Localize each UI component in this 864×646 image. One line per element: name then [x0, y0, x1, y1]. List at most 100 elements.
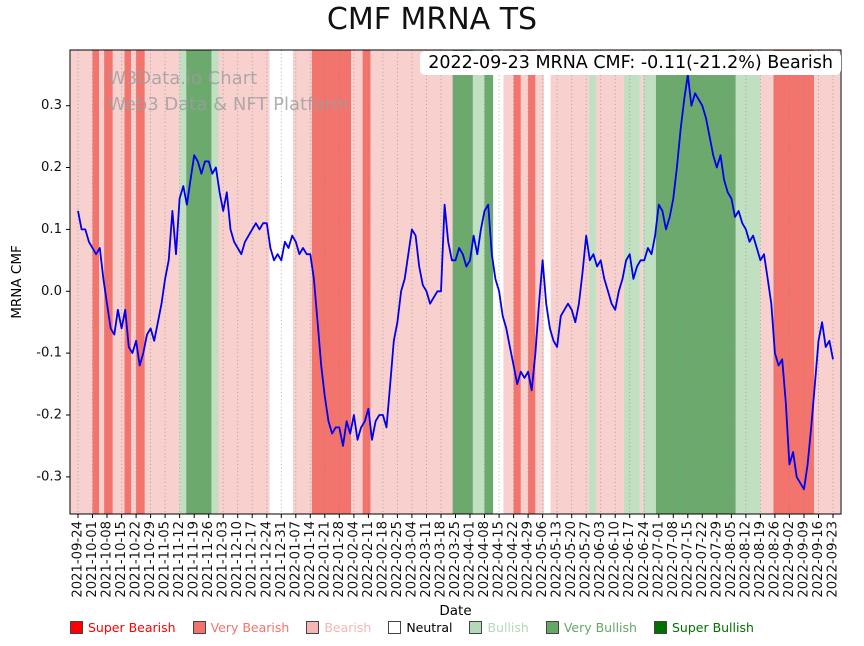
sentiment-band-bullish [472, 50, 485, 514]
x-tick-label: 2022-03-04 [404, 521, 419, 598]
x-tick-label: 2021-11-05 [158, 521, 173, 598]
sentiment-band-bearish [760, 50, 774, 514]
sentiment-band-bearish [70, 50, 93, 514]
sentiment-band-very-bullish [186, 50, 212, 514]
x-tick-label: 2021-09-24 [71, 521, 86, 598]
sentiment-band-very-bullish [452, 50, 473, 514]
x-tick-label: 2022-02-11 [361, 521, 376, 598]
x-tick-label: 2022-01-14 [303, 521, 318, 598]
sentiment-band-bearish [596, 50, 624, 514]
sentiment-band-bearish [535, 50, 545, 514]
sentiment-band-neutral [544, 50, 551, 514]
sentiment-band-bearish [520, 50, 529, 514]
watermark-line-2: Web3 Data & NFT Platform [108, 94, 350, 116]
x-tick-label: 2022-01-07 [288, 521, 303, 598]
sentiment-band-very-bearish [528, 50, 536, 514]
x-tick-label: 2021-11-19 [187, 521, 202, 598]
legend-swatch-icon [653, 621, 667, 634]
legend-swatch-icon [70, 621, 83, 634]
sentiment-band-very-bearish [92, 50, 99, 514]
sentiment-band-very-bearish [124, 50, 131, 514]
sentiment-band-bullish [589, 50, 597, 514]
legend-swatch-icon [306, 621, 320, 634]
x-tick-label: 2022-04-15 [492, 521, 507, 598]
legend-item-bearish: Bearish [306, 620, 371, 635]
sentiment-band-neutral [269, 50, 293, 514]
x-tick-label: 2022-04-08 [477, 521, 492, 598]
x-tick-label: 2021-12-24 [259, 521, 274, 598]
sentiment-band-very-bearish [773, 50, 815, 514]
y-tick-label: 0.3 [41, 98, 62, 113]
x-tick-label: 2022-06-17 [622, 521, 637, 598]
x-tick-label: 2022-04-29 [521, 521, 536, 598]
legend-label: Bearish [324, 620, 372, 635]
sentiment-band-bearish [351, 50, 363, 514]
x-tick-label: 2021-11-26 [201, 521, 216, 598]
sentiment-band-bearish [131, 50, 137, 514]
x-tick-label: 2022-04-01 [463, 521, 478, 598]
sentiment-band-very-bearish [311, 50, 351, 514]
sentiment-band-bearish [99, 50, 105, 514]
sentiment-band-bearish [292, 50, 312, 514]
latest-value-annotation: 2022-09-23 MRNA CMF: -0.11(-21.2%) Beari… [420, 51, 841, 75]
sentiment-band-very-bullish [484, 50, 494, 514]
x-tick-label: 2022-02-25 [390, 521, 405, 598]
x-tick-label: 2022-08-26 [767, 521, 782, 598]
legend-swatch-icon [192, 621, 206, 634]
watermark: W3Data.io Chart Web3 Data & NFT Platform [108, 66, 349, 118]
x-tick-label: 2022-03-11 [419, 521, 434, 598]
sentiment-band-very-bearish [136, 50, 145, 514]
sentiment-band-bullish [179, 50, 187, 514]
x-tick-label: 2022-03-18 [434, 521, 449, 598]
sentiment-band-bearish [370, 50, 453, 514]
x-tick-label: 2022-09-23 [826, 521, 841, 598]
x-axis-label: Date [439, 603, 472, 619]
x-tick-label: 2022-09-09 [797, 521, 812, 598]
legend-swatch-icon [545, 621, 559, 634]
x-tick-label: 2021-12-10 [230, 521, 245, 598]
sentiment-band-very-bullish [655, 50, 736, 514]
sentiment-band-bearish [503, 50, 514, 514]
legend-item-super-bullish: Super Bullish [653, 620, 754, 635]
x-tick-label: 2022-07-15 [680, 521, 695, 598]
sentiment-band-very-bearish [362, 50, 371, 514]
x-tick-label: 2022-08-12 [738, 521, 753, 598]
x-tick-label: 2022-02-04 [346, 521, 361, 598]
legend-item-neutral: Neutral [388, 620, 452, 635]
x-tick-label: 2022-07-08 [666, 521, 681, 598]
x-tick-label: 2021-10-08 [100, 521, 115, 598]
x-tick-label: 2021-12-31 [274, 521, 289, 598]
sentiment-band-bullish [211, 50, 219, 514]
x-tick-label: 2022-01-28 [332, 521, 347, 598]
x-tick-label: 2021-10-01 [85, 521, 100, 598]
plot-border [69, 49, 842, 515]
x-tick-label: 2022-05-06 [535, 521, 550, 598]
legend-item-very-bearish: Very Bearish [192, 620, 289, 635]
sentiment-band-very-bearish [104, 50, 113, 514]
x-tick-label: 2022-08-05 [724, 521, 739, 598]
x-tick-label: 2022-09-16 [811, 521, 826, 598]
x-tick-label: 2021-10-22 [129, 521, 144, 598]
x-tick-label: 2021-10-15 [114, 521, 129, 598]
x-tick-label: 2021-11-12 [172, 521, 187, 598]
legend-item-bullish: Bullish [469, 620, 529, 635]
legend-label: Super Bearish [88, 620, 176, 635]
sentiment-band-bearish [639, 50, 643, 514]
legend-item-super-bearish: Super Bearish [70, 620, 176, 635]
x-tick-label: 2022-01-21 [317, 521, 332, 598]
x-tick-label: 2022-05-27 [579, 521, 594, 598]
x-tick-label: 2021-12-03 [216, 521, 231, 598]
y-tick-label: -0.2 [36, 408, 62, 423]
legend-swatch-icon [388, 621, 402, 634]
x-tick-label: 2021-12-17 [245, 521, 260, 598]
legend-label: Bullish [487, 620, 529, 635]
x-tick-label: 2022-02-18 [375, 521, 390, 598]
legend-item-very-bullish: Very Bullish [545, 620, 637, 635]
x-tick-label: 2022-09-02 [782, 521, 797, 598]
sentiment-band-bearish [814, 50, 841, 514]
legend-label: Very Bullish [563, 620, 637, 635]
x-tick-label: 2022-07-29 [709, 521, 724, 598]
x-tick-label: 2022-06-10 [608, 521, 623, 598]
